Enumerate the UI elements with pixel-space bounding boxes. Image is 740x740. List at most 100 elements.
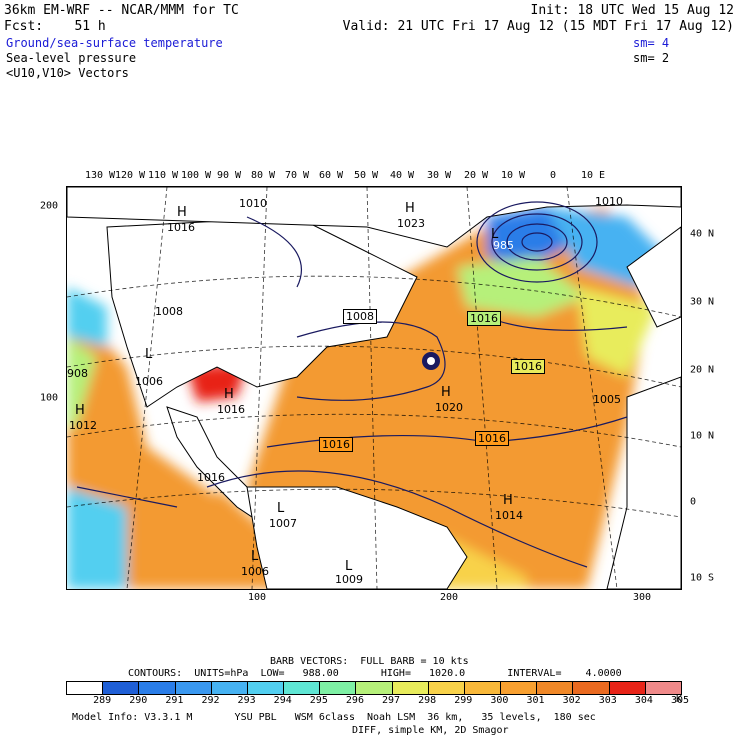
colorbar-tick-label: 297 [382, 695, 401, 706]
contour-value: 1005 [593, 393, 621, 406]
high-center-value: 1014 [495, 509, 523, 522]
longitude-tick-label: 70 W [284, 170, 310, 181]
colorbar-unit: K [676, 694, 683, 705]
colorbar-swatch [464, 682, 502, 694]
colorbar-tick-label: 295 [309, 695, 328, 706]
colorbar-swatch [573, 682, 610, 694]
low-center-value: 1009 [335, 573, 363, 586]
grid-tick-label: 300 [632, 592, 652, 603]
colorbar-swatch [428, 682, 465, 694]
high-center-value: 1016 [217, 403, 245, 416]
colorbar-tick-label: 305 [670, 695, 690, 706]
contour-value-box: 1016 [475, 431, 509, 446]
longitude-tick-label: 40 W [389, 170, 415, 181]
colorbar-tick-label: 300 [490, 695, 509, 706]
grid-axis-left: 200 100 [0, 186, 64, 588]
low-center-value: 1006 [135, 375, 163, 388]
high-center-value: 1020 [435, 401, 463, 414]
longitude-tick-label: 110 W [147, 170, 179, 181]
field-vectors: <U10,V10> Vectors [6, 66, 129, 80]
field-sst: Ground/sea-surface temperature [6, 36, 223, 50]
latitude-tick-label: 0 [690, 496, 697, 508]
field-slp: Sea-level pressure [6, 51, 137, 65]
longitude-tick-label: 10 E [580, 170, 606, 181]
colorbar-tick-label: 304 [634, 695, 653, 706]
colorbar-swatch [139, 682, 176, 694]
contour-value: 1016 [197, 471, 225, 484]
model-title: 36km EM-WRF -- NCAR/MMM for TC [4, 3, 239, 18]
map-svg [67, 187, 681, 589]
colorbar-tick-label: 301 [526, 695, 545, 706]
colorbar-tick-label: 294 [273, 695, 292, 706]
high-center-label: H [75, 403, 85, 418]
latitude-tick-label: 10 S [690, 572, 715, 584]
model-info-diffusion: DIFF, simple KM, 2D Smagor [352, 725, 509, 736]
longitude-axis-top: 130 W 120 W 110 W 100 W 90 W 80 W 70 W 60 W 50 W… [66, 170, 680, 184]
contour-legend: CONTOURS: UNITS=hPa LOW= 988.00 HIGH= 10… [128, 668, 622, 679]
contour-value: 1008 [155, 305, 183, 318]
longitude-tick-label: 20 W [463, 170, 489, 181]
longitude-tick-label: 80 W [250, 170, 276, 181]
contour-value-box: 1008 [343, 309, 377, 324]
field-slp-smoothing: sm= 2 [633, 51, 670, 65]
longitude-tick-label: 60 W [318, 170, 344, 181]
colorbar-tick-label: 289 [93, 695, 112, 706]
high-center-label: H [405, 201, 415, 216]
high-center-label: H [177, 205, 187, 220]
colorbar-swatch [537, 682, 574, 694]
low-center-label: L [491, 227, 499, 242]
colorbar-swatch [645, 682, 681, 694]
high-center-label: H [224, 387, 234, 402]
init-time: Init: 18 UTC Wed 15 Aug 12 [530, 3, 735, 18]
high-center-value: 1023 [397, 217, 425, 230]
contour-value: 908 [67, 367, 88, 380]
colorbar-tick-label: 302 [562, 695, 581, 706]
colorbar-tick-label: 299 [454, 695, 473, 706]
colorbar-swatch [392, 682, 429, 694]
low-center-value: 1006 [241, 565, 269, 578]
low-center-label: L [277, 501, 285, 516]
longitude-tick-label: 90 W [216, 170, 242, 181]
high-center-value: 1012 [69, 419, 97, 432]
latitude-tick-label: 30 N [690, 296, 715, 308]
longitude-tick-label: 10 W [500, 170, 526, 181]
colorbar-swatch [103, 682, 140, 694]
grid-tick-label: 100 [39, 392, 58, 404]
longitude-tick-label: 100 W [180, 170, 212, 181]
high-center-label: H [441, 385, 451, 400]
colorbar-tick-label: 303 [598, 695, 617, 706]
weather-map: H 1016 H 1016 H 1020 H 1014 H 1012 H 102… [66, 186, 682, 590]
grid-tick-label: 200 [439, 592, 459, 603]
forecast-hour: Fcst: 51 h [4, 19, 106, 34]
colorbar-swatch [211, 682, 248, 694]
grid-axis-bottom: 100 200 300 [66, 592, 680, 606]
colorbar-tick-label: 290 [129, 695, 148, 706]
grid-tick-label: 100 [247, 592, 267, 603]
latitude-tick-label: 40 N [690, 228, 715, 240]
contour-value: 1010 [595, 195, 623, 208]
colorbar-swatch [175, 682, 212, 694]
low-center-label: L [345, 559, 353, 574]
colorbar-swatch [609, 682, 646, 694]
latitude-axis-right: 40 N 30 N 20 N 10 N 0 10 S [684, 186, 740, 588]
colorbar-tick-label: 292 [201, 695, 220, 706]
contour-value: 1010 [239, 197, 267, 210]
high-center-value: 1016 [167, 221, 195, 234]
low-center-value: 985 [493, 239, 514, 252]
colorbar-swatch [356, 682, 393, 694]
colorbar-swatch [501, 682, 538, 694]
valid-time: Valid: 21 UTC Fri 17 Aug 12 (15 MDT Fri … [342, 19, 734, 34]
colorbar-swatch [247, 682, 285, 694]
low-center-label: L [145, 347, 153, 362]
high-center-label: H [503, 493, 513, 508]
grid-tick-label: 200 [39, 200, 58, 212]
contour-value-box: 1016 [319, 437, 353, 452]
longitude-tick-label: 30 W [426, 170, 452, 181]
longitude-tick-label: 50 W [353, 170, 379, 181]
colorbar-tick-label: 293 [237, 695, 256, 706]
colorbar-swatch [320, 682, 357, 694]
latitude-tick-label: 20 N [690, 364, 715, 376]
longitude-tick-label: 0 [549, 170, 557, 181]
longitude-tick-label: 120 W [114, 170, 146, 181]
model-info: Model Info: V3.3.1 M YSU PBL WSM 6class … [72, 712, 596, 723]
